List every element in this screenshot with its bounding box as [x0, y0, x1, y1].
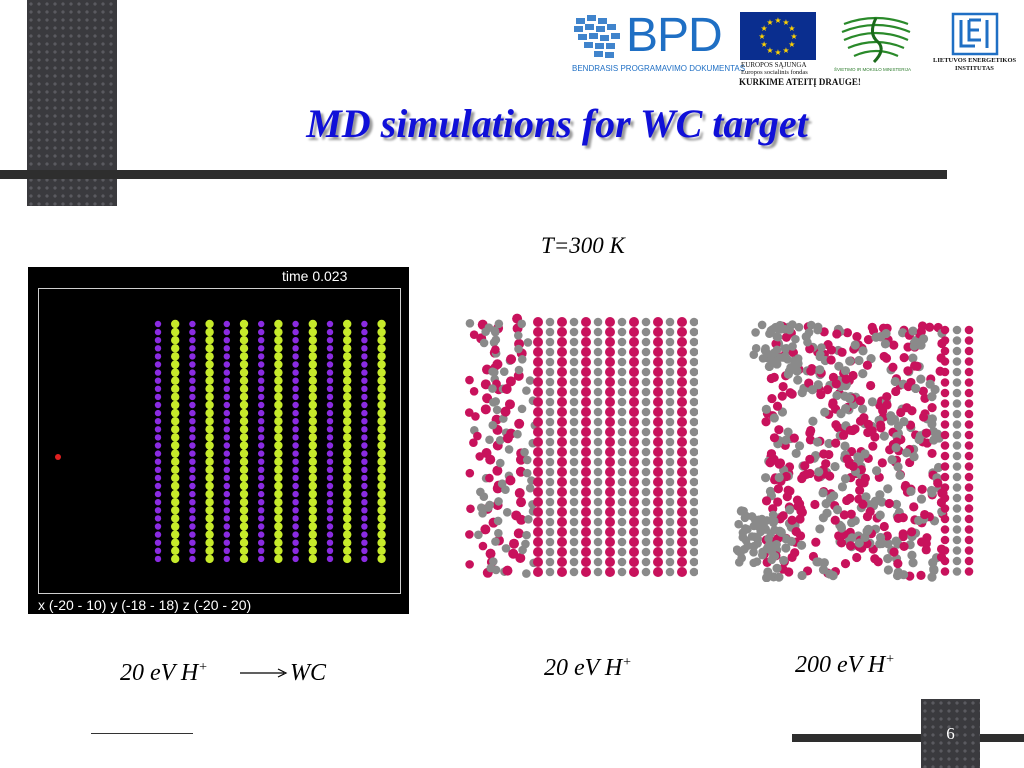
footer-divider-bar [792, 734, 1024, 742]
esf-label: Europos socialinis fondas [741, 69, 808, 76]
simulation-time-label: time 0.023 [282, 268, 348, 284]
simulation-box-outline [38, 288, 401, 594]
page-number: 6 [946, 724, 955, 743]
caption-200ev: 200 eV H+ [795, 652, 895, 678]
title-divider-bar [0, 170, 947, 179]
svg-text:★: ★ [788, 40, 795, 49]
svg-text:★: ★ [766, 46, 773, 55]
bpd-wordmark: BPD [626, 9, 723, 62]
svg-text:★: ★ [774, 48, 781, 57]
svg-text:★: ★ [782, 18, 789, 27]
svg-text:★: ★ [766, 18, 773, 27]
svg-text:★: ★ [761, 40, 768, 49]
footer-line [91, 733, 193, 734]
svg-text:★: ★ [761, 24, 768, 33]
lattice-atoms-image [55, 319, 386, 564]
arrow-right-icon [240, 668, 288, 678]
svg-text:★: ★ [758, 32, 765, 41]
eu-flag-icon: ★★★★★★★★★ ★ ★★ [740, 12, 816, 60]
slide-title: MD simulations for WC target [306, 101, 808, 146]
slogan-label: KURKIME ATEITĮ DRAUGE! [739, 77, 861, 87]
eu-label: EUROPOS SĄJUNGA [741, 61, 807, 69]
caption-20ev: 20 eV H+ [544, 655, 632, 681]
svg-text:★: ★ [774, 16, 781, 25]
simulation-range-label: x (-20 - 10) y (-18 - 18) z (-20 - 20) [38, 597, 252, 613]
ministry-label: ŠVIETIMO IR MOKSLO MINISTERIJA [834, 67, 912, 72]
lei-label-line2: INSTITUTAS [955, 65, 994, 72]
wc-target-200ev-image [733, 320, 974, 582]
ministry-emblem-icon [841, 16, 911, 64]
svg-text:★: ★ [790, 32, 797, 41]
bpd-subtitle: BENDRASIS PROGRAMAVIMO DOKUMENTAS [572, 64, 746, 73]
temperature-label: T=300 K [541, 233, 625, 258]
svg-text:★: ★ [788, 24, 795, 33]
lei-logo-icon [951, 12, 999, 56]
caption-20ev-wc: 20 eV H+ [120, 660, 208, 686]
page-number-block [921, 699, 980, 768]
lei-label-line1: LIETUVOS ENERGETIKOS [933, 57, 1017, 64]
wc-target-20ev-image [464, 313, 698, 578]
bpd-map-logo [574, 15, 620, 58]
svg-text:★: ★ [782, 46, 789, 55]
caption-target-label: WC [290, 660, 326, 686]
